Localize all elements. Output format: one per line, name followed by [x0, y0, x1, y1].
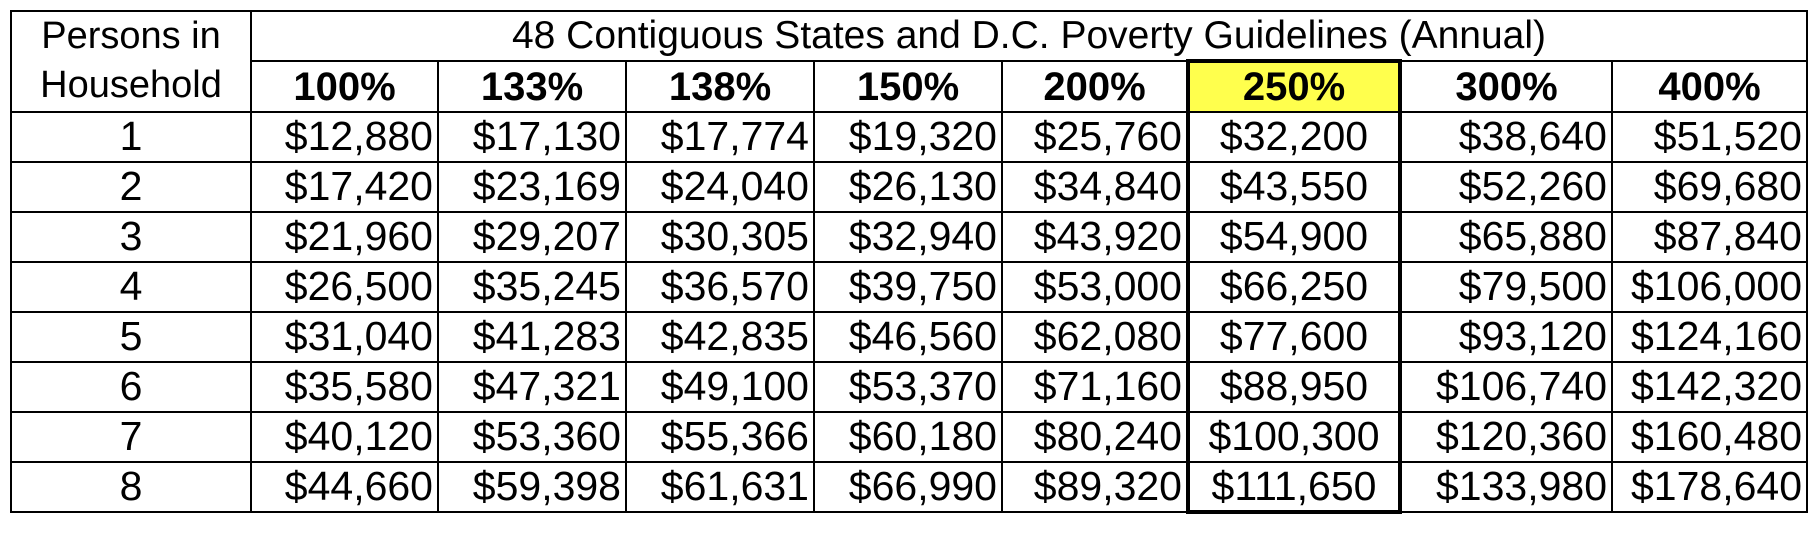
income-cell: $77,600	[1186, 310, 1402, 363]
income-cell: $25,760	[1001, 110, 1189, 163]
income-cell: $19,320	[813, 110, 1003, 163]
income-cell: $35,245	[437, 260, 627, 313]
income-cell: $32,200	[1186, 110, 1402, 163]
income-cell: $23,169	[437, 160, 627, 213]
household-size: 1	[10, 110, 252, 163]
table-body: Persons in Household 48 Contiguous States …	[10, 9, 1808, 514]
income-cell: $93,120	[1399, 310, 1613, 363]
column-header: 150%	[813, 60, 1003, 113]
table-title: 48 Contiguous States and D.C. Poverty Gu…	[250, 9, 1808, 63]
table-row: 6 $35,580 $47,321 $49,100 $53,370 $71,160 $88,…	[10, 360, 1808, 413]
income-cell: $24,040	[625, 160, 815, 213]
household-size: 3	[10, 210, 252, 263]
column-header: 200%	[1001, 60, 1189, 113]
income-cell: $178,640	[1611, 460, 1808, 513]
income-cell: $66,250	[1186, 260, 1402, 313]
income-cell: $43,550	[1186, 160, 1402, 213]
income-cell: $66,990	[813, 460, 1003, 513]
income-cell: $46,560	[813, 310, 1003, 363]
income-cell: $79,500	[1399, 260, 1613, 313]
household-size: 6	[10, 360, 252, 413]
income-cell: $47,321	[437, 360, 627, 413]
income-cell: $53,370	[813, 360, 1003, 413]
income-cell: $26,130	[813, 160, 1003, 213]
income-cell: $88,950	[1186, 360, 1402, 413]
income-cell: $120,360	[1399, 410, 1613, 463]
household-size: 8	[10, 460, 252, 513]
income-cell: $35,580	[250, 360, 439, 413]
income-cell: $51,520	[1611, 110, 1808, 163]
income-cell: $133,980	[1399, 460, 1613, 513]
income-cell: $106,000	[1611, 260, 1808, 313]
income-cell: $87,840	[1611, 210, 1808, 263]
corner-label: Persons in	[41, 15, 221, 57]
column-header: 133%	[437, 60, 627, 113]
column-header: 138%	[625, 60, 815, 113]
household-size: 4	[10, 260, 252, 313]
income-cell: $53,000	[1001, 260, 1189, 313]
income-cell: $80,240	[1001, 410, 1189, 463]
income-cell: $55,366	[625, 410, 815, 463]
header-row: 100% 133% 138% 150% 200% 250% 300% 400%	[11, 59, 1808, 113]
household-size: 7	[10, 410, 252, 463]
table-row: 2 $17,420 $23,169 $24,040 $26,130 $34,840 $43,…	[10, 160, 1808, 213]
income-cell: $43,920	[1001, 210, 1189, 263]
household-size: 5	[10, 310, 252, 363]
table-row: 7 $40,120 $53,360 $55,366 $60,180 $80,240 $100…	[10, 410, 1808, 463]
income-cell: $89,320	[1001, 460, 1189, 513]
income-cell: $21,960	[250, 210, 439, 263]
corner-label: Household	[40, 64, 222, 107]
income-cell: $38,640	[1399, 110, 1613, 163]
column-header: 400%	[1611, 60, 1808, 113]
income-cell: $60,180	[813, 410, 1003, 463]
income-cell: $49,100	[625, 360, 815, 413]
income-cell: $53,360	[437, 410, 627, 463]
income-cell: $54,900	[1186, 210, 1402, 263]
column-header: 100%	[250, 60, 439, 113]
income-cell: $62,080	[1001, 310, 1189, 363]
income-cell: $124,160	[1611, 310, 1808, 363]
income-cell: $44,660	[250, 460, 439, 513]
income-cell: $39,750	[813, 260, 1003, 313]
income-cell: $160,480	[1611, 410, 1808, 463]
income-cell: $71,160	[1001, 360, 1189, 413]
income-cell: $17,130	[437, 110, 627, 163]
table-row: 4 $26,500 $35,245 $36,570 $39,750 $53,000 $66,…	[10, 260, 1808, 313]
income-cell: $40,120	[250, 410, 439, 463]
income-cell: $106,740	[1399, 360, 1613, 413]
income-cell: $69,680	[1611, 160, 1808, 213]
table-row: 5 $31,040 $41,283 $42,835 $46,560 $62,080 $77,…	[10, 310, 1808, 363]
income-cell: $29,207	[437, 210, 627, 263]
income-cell: $26,500	[250, 260, 439, 313]
table-row: 1 $12,880 $17,130 $17,774 $19,320 $25,760 $32,…	[10, 110, 1808, 163]
income-cell: $65,880	[1399, 210, 1613, 263]
header-row: Persons in Household 48 Contiguous States …	[10, 9, 1808, 113]
column-header: 250%	[1186, 59, 1402, 113]
household-size: 2	[10, 160, 252, 213]
income-cell: $41,283	[437, 310, 627, 363]
income-cell: $36,570	[625, 260, 815, 313]
poverty-table: Persons in Household 48 Contiguous States …	[10, 9, 1808, 514]
income-cell: $17,774	[625, 110, 815, 163]
income-cell: $42,835	[625, 310, 815, 363]
income-cell: $12,880	[250, 110, 439, 163]
income-cell: $59,398	[437, 460, 627, 513]
income-cell: $30,305	[625, 210, 815, 263]
corner-cell: Persons in Household	[10, 10, 252, 113]
table-row: 8 $44,660 $59,398 $61,631 $66,990 $89,320 $111…	[10, 460, 1808, 514]
income-cell: $142,320	[1611, 360, 1808, 413]
income-cell: $32,940	[813, 210, 1003, 263]
column-header: 300%	[1399, 60, 1613, 113]
income-cell: $61,631	[625, 460, 815, 513]
income-cell: $111,650	[1186, 460, 1402, 514]
income-cell: $100,300	[1186, 410, 1402, 463]
income-cell: $31,040	[250, 310, 439, 363]
income-cell: $52,260	[1399, 160, 1613, 213]
table-row: 3 $21,960 $29,207 $30,305 $32,940 $43,920 $54,…	[10, 210, 1808, 263]
income-cell: $34,840	[1001, 160, 1189, 213]
income-cell: $17,420	[250, 160, 439, 213]
